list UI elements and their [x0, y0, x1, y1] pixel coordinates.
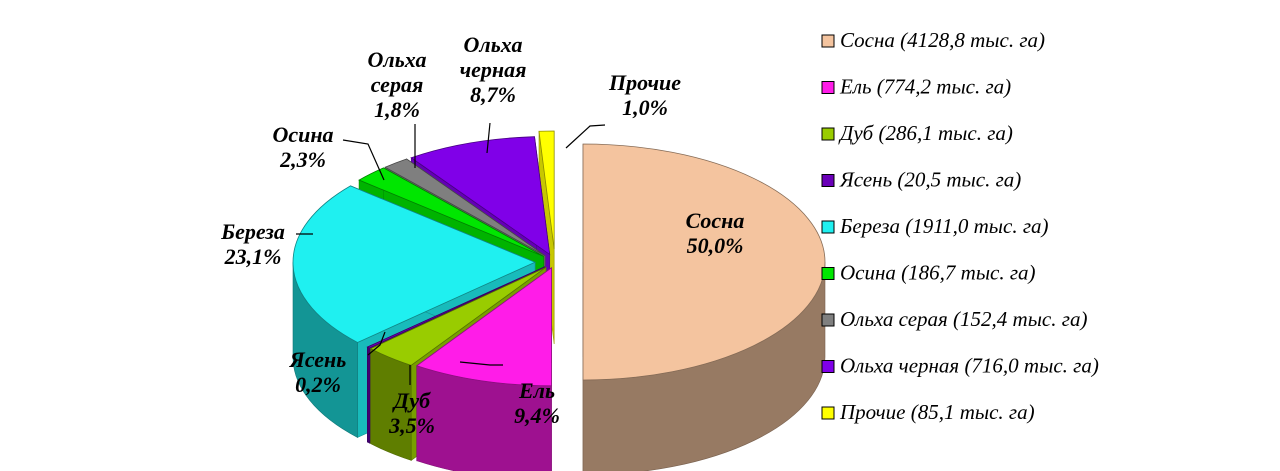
legend-label: Береза (1911,0 тыс. га) — [839, 214, 1049, 238]
slice-label-line: 50,0% — [687, 233, 744, 258]
legend-item-el: Ель (774,2 тыс. га) — [821, 75, 1011, 99]
slice-label-line: 2,3% — [279, 147, 326, 172]
slice-label-line: черная — [460, 57, 527, 82]
legend-label: Ольха серая (152,4 тыс. га) — [840, 307, 1087, 331]
slice-yasen-outer-side — [367, 346, 370, 444]
leader-line-prochie — [565, 124, 606, 149]
legend-label: Сосна (4128,8 тыс. га) — [840, 28, 1045, 52]
slice-label-yasen: Ясень 0,2% — [289, 347, 347, 397]
slice-label-dub: Дуб 3,5% — [388, 388, 435, 438]
legend: Сосна (4128,8 тыс. га) Ель (774,2 тыс. га… — [821, 28, 1099, 424]
legend-swatch — [821, 81, 835, 94]
slice-label-line: серая — [371, 72, 424, 97]
legend-label: Ясень (20,5 тыс. га) — [839, 168, 1021, 192]
slice-label-line: Береза — [220, 219, 285, 244]
slice-label-line: Дуб — [392, 388, 431, 413]
slice-olkha_seraya-top — [384, 158, 546, 257]
slice-label-line: 1,8% — [374, 97, 420, 122]
legend-swatch — [821, 220, 835, 234]
legend-item-osina: Осина (186,7 тыс. га) — [821, 261, 1036, 285]
slice-label-bereza: Береза 23,1% — [220, 219, 285, 269]
slice-olkha_chernaya-top — [410, 136, 551, 256]
slice-prochie-top — [538, 130, 555, 250]
legend-swatch — [821, 174, 835, 187]
leader-line-yasen — [367, 331, 386, 356]
leader-lines — [296, 122, 606, 385]
legend-swatch — [821, 406, 835, 420]
legend-label: Дуб (286,1 тыс. га) — [838, 121, 1013, 145]
legend-label: Ель (774,2 тыс. га) — [839, 75, 1011, 99]
legend-swatch — [821, 34, 835, 48]
slice-label-line: Ясень — [289, 347, 347, 372]
slice-label-line: 3,5% — [388, 413, 435, 438]
leader-line-el — [459, 361, 503, 366]
legend-item-olkha_chernaya: Ольха черная (716,0 тыс. га) — [821, 354, 1099, 378]
legend-item-olkha_seraya: Ольха серая (152,4 тыс. га) — [821, 307, 1087, 331]
slice-label-line: 8,7% — [470, 82, 516, 107]
slice-yasen-top — [366, 266, 545, 349]
slice-label-line: Ель — [518, 378, 555, 403]
slice-label-olkha_seraya: Ольха серая 1,8% — [368, 47, 427, 122]
slice-label-prochie: Прочие 1,0% — [608, 70, 681, 120]
slice-label-line: Ольха — [464, 32, 523, 57]
legend-label: Осина (186,7 тыс. га) — [840, 261, 1036, 285]
legend-item-yasen: Ясень (20,5 тыс. га) — [821, 168, 1021, 192]
slice-bereza-top — [292, 185, 537, 343]
slice-dub-top — [369, 266, 547, 366]
slice-sosna-top — [582, 143, 826, 381]
slice-labels: Сосна 50,0%Ель 9,4%Дуб 3,5%Ясень 0,2%Береза 2… — [220, 32, 744, 438]
slice-osina-top — [358, 167, 544, 257]
legend-item-bereza: Береза (1911,0 тыс. га) — [821, 214, 1049, 238]
legend-item-prochie: Прочие (85,1 тыс. га) — [821, 400, 1035, 424]
slice-label-line: Прочие — [608, 70, 681, 95]
leader-line-olkha_chernaya — [486, 122, 491, 154]
legend-swatch — [821, 127, 835, 141]
legend-item-dub: Дуб (286,1 тыс. га) — [821, 121, 1013, 145]
legend-swatch — [821, 313, 835, 327]
legend-swatch — [821, 360, 835, 373]
slice-label-line: Ольха — [368, 47, 427, 72]
slice-el-top — [415, 266, 552, 387]
slice-label-line: 23,1% — [224, 244, 282, 269]
slice-label-line: Сосна — [686, 208, 745, 233]
leader-line-osina — [342, 139, 385, 181]
legend-swatch — [821, 267, 835, 280]
slice-label-sosna: Сосна 50,0% — [686, 208, 745, 258]
slice-label-line: 9,4% — [514, 403, 560, 428]
legend-label: Прочие (85,1 тыс. га) — [839, 400, 1035, 424]
legend-label: Ольха черная (716,0 тыс. га) — [840, 354, 1099, 378]
slice-label-el: Ель 9,4% — [514, 378, 560, 428]
slice-label-line: Осина — [272, 122, 333, 147]
slice-label-line: 1,0% — [622, 95, 668, 120]
slice-label-olkha_chernaya: Ольха черная 8,7% — [460, 32, 527, 107]
slice-label-line: 0,2% — [295, 372, 341, 397]
legend-item-sosna: Сосна (4128,8 тыс. га) — [821, 28, 1045, 52]
slice-label-osina: Осина 2,3% — [272, 122, 333, 172]
